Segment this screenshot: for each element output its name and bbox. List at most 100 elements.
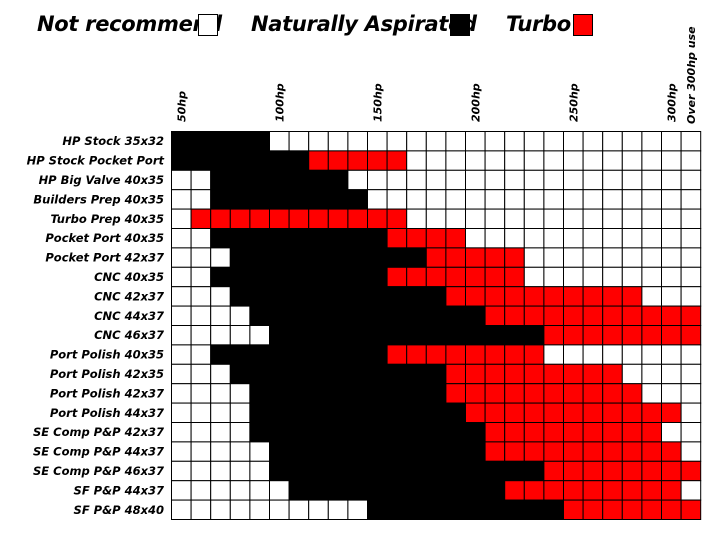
cell-turbo: [641, 422, 663, 443]
cell-not: [602, 344, 623, 365]
cell-turbo: [465, 247, 486, 268]
cell-not: [210, 325, 231, 346]
row-label: CNC 42x37: [94, 289, 164, 303]
cell-na: [327, 247, 349, 268]
cell-na: [229, 150, 251, 171]
cell-turbo: [249, 208, 270, 230]
cell-not: [543, 189, 565, 210]
cell-turbo: [484, 286, 506, 307]
cell-na: [386, 499, 408, 521]
cell-na: [249, 344, 270, 365]
cell-not: [661, 266, 682, 288]
cell-not: [171, 422, 192, 443]
cell-na: [288, 305, 310, 327]
cell-turbo: [563, 363, 584, 385]
cell-turbo: [602, 402, 623, 424]
row-label: HP Big Valve 40x35: [39, 173, 164, 187]
cell-na: [523, 460, 545, 482]
row-label: Port Polish 40x35: [50, 348, 164, 362]
cell-na: [171, 131, 192, 152]
cell-turbo: [563, 441, 584, 462]
cell-turbo: [504, 383, 525, 404]
cell-not: [563, 247, 584, 268]
cell-na: [425, 286, 447, 307]
cell-turbo: [484, 363, 506, 385]
cell-not: [288, 499, 310, 521]
cell-na: [504, 460, 525, 482]
cell-not: [171, 305, 192, 327]
cell-na: [445, 422, 466, 443]
cell-turbo: [621, 499, 643, 521]
cell-turbo: [523, 441, 545, 462]
cell-not: [249, 325, 270, 346]
cell-turbo: [602, 480, 623, 501]
cell-turbo: [327, 208, 349, 230]
cell-not: [621, 189, 643, 210]
cell-na: [269, 422, 290, 443]
cell-na: [367, 286, 388, 307]
cell-not: [406, 131, 427, 152]
cell-not: [680, 208, 702, 230]
cell-turbo: [523, 422, 545, 443]
cell-na: [308, 266, 329, 288]
cell-not: [249, 480, 270, 501]
cell-turbo: [406, 344, 427, 365]
cell-not: [504, 228, 525, 249]
cell-na: [347, 344, 368, 365]
cell-na: [288, 441, 310, 462]
cell-turbo: [602, 499, 623, 521]
row-label: Pocket Port 42x37: [45, 251, 164, 265]
cell-na: [269, 344, 290, 365]
cell-not: [386, 131, 408, 152]
cell-turbo: [288, 208, 310, 230]
cell-na: [308, 169, 329, 191]
cell-turbo: [523, 344, 545, 365]
cell-turbo: [523, 402, 545, 424]
cell-not: [445, 208, 466, 230]
cell-not: [386, 189, 408, 210]
cell-not: [484, 150, 506, 171]
cell-turbo: [621, 305, 643, 327]
cell-na: [308, 441, 329, 462]
cell-na: [406, 305, 427, 327]
legend-not-recommend-swatch: [198, 14, 218, 36]
cell-not: [582, 208, 604, 230]
cell-not: [661, 228, 682, 249]
cell-not: [661, 344, 682, 365]
cell-not: [210, 422, 231, 443]
cell-na: [249, 150, 270, 171]
cell-na: [269, 228, 290, 249]
cell-turbo: [602, 441, 623, 462]
cell-not: [190, 499, 212, 521]
cell-na: [190, 150, 212, 171]
cell-na: [249, 422, 270, 443]
cell-turbo: [621, 402, 643, 424]
cell-na: [367, 305, 388, 327]
cell-not: [523, 208, 545, 230]
cell-not: [582, 131, 604, 152]
cell-turbo: [582, 402, 604, 424]
cell-not: [543, 169, 565, 191]
cell-not: [680, 189, 702, 210]
cell-turbo: [504, 344, 525, 365]
cell-na: [347, 480, 368, 501]
cell-turbo: [621, 325, 643, 346]
cell-na: [327, 480, 349, 501]
cell-turbo: [563, 480, 584, 501]
cell-na: [269, 325, 290, 346]
legend-not-recommend-label: Not recommend: [37, 12, 222, 36]
cell-na: [367, 499, 388, 521]
cell-turbo: [680, 305, 702, 327]
cell-not: [465, 131, 486, 152]
cell-not: [641, 228, 663, 249]
row-label: CNC 46x37: [94, 328, 164, 342]
cell-na: [367, 460, 388, 482]
hp-tick-label: 100hp: [273, 83, 286, 122]
row-label: Port Polish 42x37: [50, 386, 164, 400]
cell-turbo: [602, 460, 623, 482]
cell-na: [327, 422, 349, 443]
cell-turbo: [504, 402, 525, 424]
cell-turbo: [661, 402, 682, 424]
cell-turbo: [504, 480, 525, 501]
cell-turbo: [563, 402, 584, 424]
